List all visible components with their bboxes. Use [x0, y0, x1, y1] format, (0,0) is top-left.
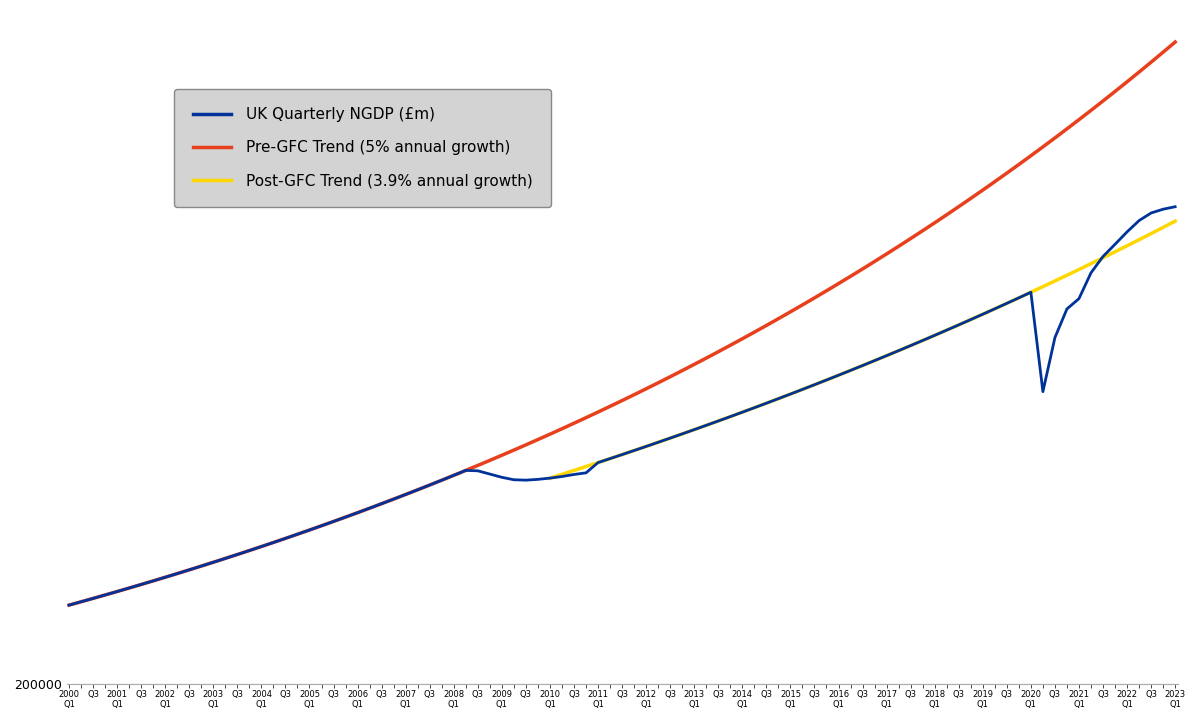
Legend: UK Quarterly NGDP (£m), Pre-GFC Trend (5% annual growth), Post-GFC Trend (3.9% a: UK Quarterly NGDP (£m), Pre-GFC Trend (5… [174, 88, 551, 207]
